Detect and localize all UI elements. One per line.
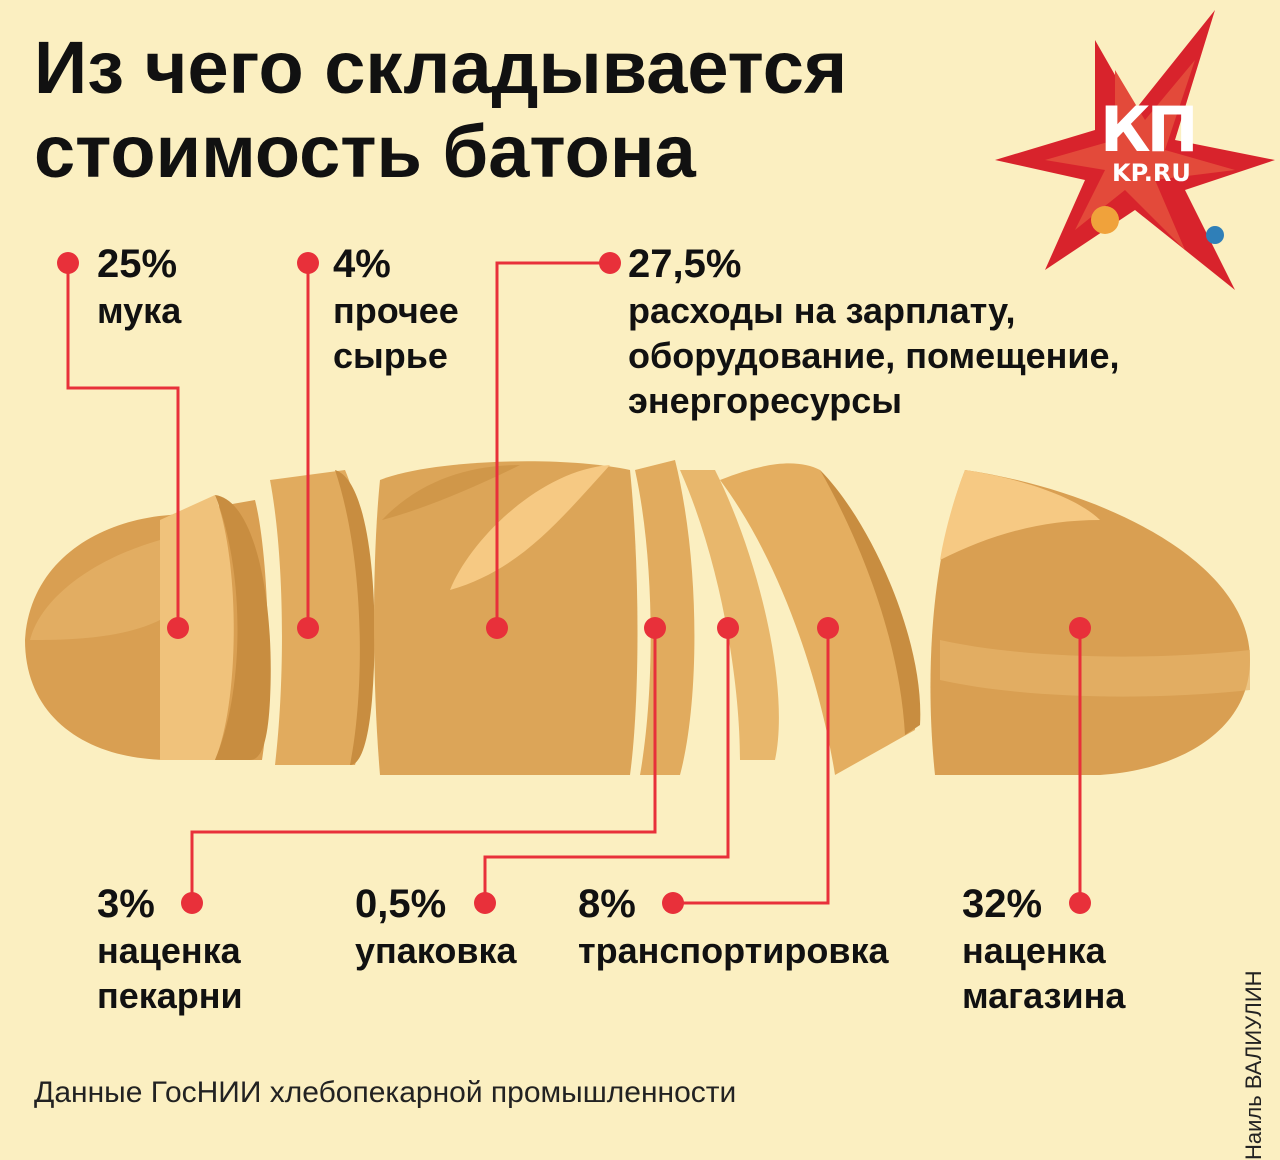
leader-line-1: [66, 263, 180, 628]
segment-value: 8%: [578, 882, 636, 926]
dot-bread-7: [1069, 617, 1091, 639]
dot-bread-4: [644, 617, 666, 639]
bread-slice-6: [720, 463, 921, 775]
segment-label-transport: 8% транспортировка: [578, 880, 889, 973]
segment-text: мука: [97, 290, 182, 331]
dot-bottom-7: [1069, 892, 1091, 914]
kp-logo-site: KP.RU: [1112, 159, 1191, 187]
segment-value: 27,5%: [628, 242, 742, 286]
dot-bread-3: [486, 617, 508, 639]
dot-bread-1: [167, 617, 189, 639]
bread-slice-1: [25, 495, 271, 760]
segment-value: 32%: [962, 882, 1043, 926]
segment-value: 0,5%: [355, 882, 447, 926]
segment-text: транспортировка: [578, 930, 889, 971]
kp-logo-letters: КП: [1100, 93, 1199, 166]
segment-label-expenses: 27,5% расходы на зарплату, оборудование,…: [628, 240, 1119, 423]
bread-slice-5: [680, 470, 779, 760]
dot-bread-5: [717, 617, 739, 639]
segment-label-other-raw: 4% прочее сырье: [333, 240, 459, 378]
segment-label-store-markup: 32% наценка магазина: [962, 880, 1125, 1018]
segment-value: 25%: [97, 242, 178, 286]
segment-value: 3%: [97, 882, 155, 926]
dot-top-1: [57, 252, 79, 274]
segment-label-bakery-markup: 3% наценка пекарни: [97, 880, 243, 1018]
segment-text: упаковка: [355, 930, 517, 971]
author-credit: Наиль ВАЛИУЛИН: [1241, 970, 1266, 1160]
bread-slice-3: [374, 461, 638, 775]
segment-text: прочее: [333, 290, 459, 331]
leader-line-5: [483, 628, 730, 903]
leader-line-3: [495, 261, 610, 628]
page-title: Из чего складывается стоимость батона: [34, 26, 848, 193]
segment-value: 4%: [333, 242, 391, 286]
dot-top-2: [297, 252, 319, 274]
dot-bread-2: [297, 617, 319, 639]
kp-logo-splash: [995, 10, 1275, 290]
dot-bottom-4: [181, 892, 203, 914]
bread-slice-2: [270, 470, 375, 765]
segment-text: магазина: [962, 975, 1126, 1016]
dot-top-3: [599, 252, 621, 274]
segment-label-packaging: 0,5% упаковка: [355, 880, 517, 973]
segment-text: наценка: [97, 930, 241, 971]
segment-text: энергоресурсы: [628, 380, 903, 421]
dot-bottom-6: [662, 892, 684, 914]
segment-text: расходы на зарплату,: [628, 290, 1016, 331]
kp-logo[interactable]: КП KP.RU: [1100, 93, 1199, 187]
segment-text: наценка: [962, 930, 1106, 971]
leader-line-4: [190, 628, 657, 903]
segment-label-flour: 25% мука: [97, 240, 181, 333]
leader-line-6: [673, 628, 830, 905]
segment-text: пекарни: [97, 975, 243, 1016]
dot-bread-6: [817, 617, 839, 639]
bread-slice-4: [635, 460, 695, 775]
source-note: Данные ГосНИИ хлебопекарной промышленнос…: [34, 1076, 737, 1109]
dot-bottom-5: [474, 892, 496, 914]
segment-text: оборудование, помещение,: [628, 335, 1120, 376]
segment-text: сырье: [333, 335, 448, 376]
bread-slice-7: [930, 470, 1250, 775]
